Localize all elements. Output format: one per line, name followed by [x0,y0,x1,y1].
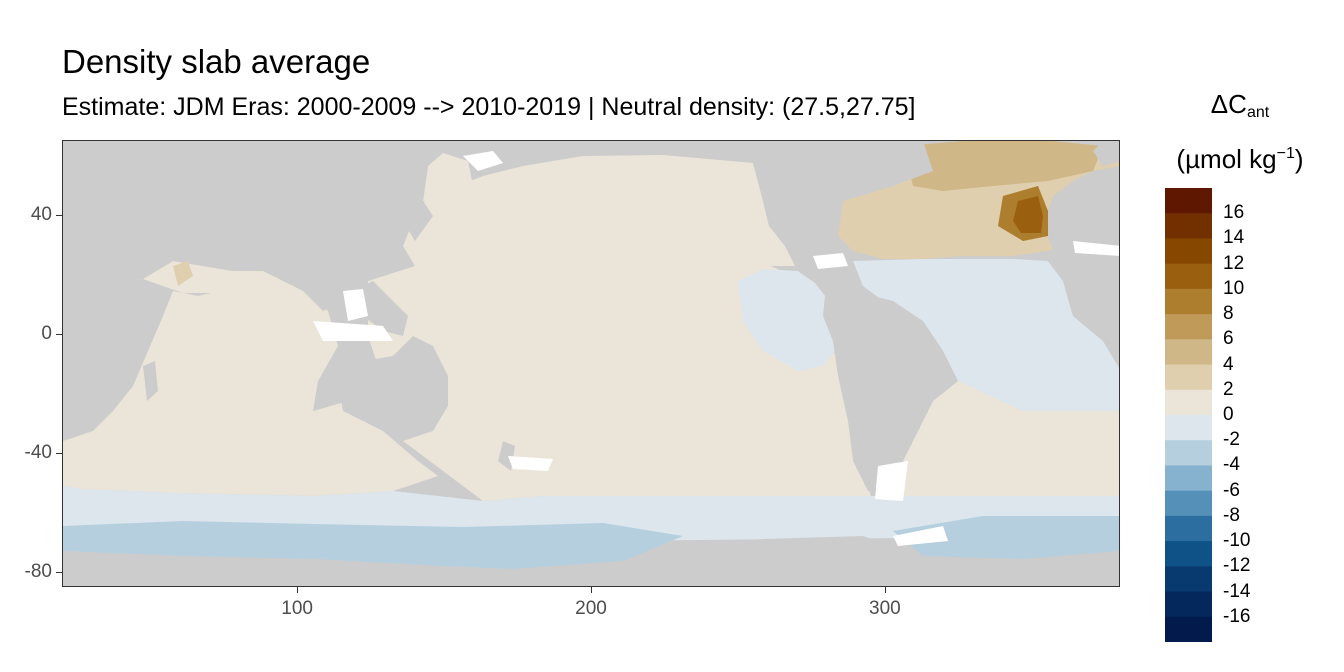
plot-title: Density slab average [62,43,371,80]
eastern-tropical-pacific [738,269,843,371]
colorbar-swatch [1165,440,1212,466]
colorbar-swatch [1165,238,1212,265]
colorbar-label: 6 [1223,328,1234,350]
colorbar-label: 2 [1223,378,1234,400]
colorbar-swatch [1165,465,1212,492]
legend-unit-exponent: −1 [1276,145,1295,162]
no-data-drake [875,461,908,501]
no-data-indonesia [313,321,393,341]
colorbar-label: -8 [1223,504,1240,526]
colorbar-swatch [1165,541,1212,567]
colorbar-swatch [1165,188,1212,214]
colorbar-swatch [1165,314,1212,340]
antarctic-margin-west [63,521,683,569]
colorbar-swatch [1165,389,1212,416]
colorbar-label: 16 [1223,202,1245,224]
north-pacific [403,155,795,266]
colorbar-label: -10 [1223,530,1251,552]
africa-west [1048,261,1119,368]
south-atlantic [883,381,1119,496]
colorbar-label: 8 [1223,303,1234,325]
japan [403,201,433,241]
y-tick-mark [56,572,62,573]
y-tick-mark [56,453,62,454]
y-tick-mark [56,334,62,335]
legend-unit-suffix: ) [1294,144,1304,174]
antarctic-margin-east [893,516,1119,559]
subpolar-north-atlantic [903,141,1103,191]
colorbar-label: -14 [1223,580,1251,602]
arabian-sea-patch [173,261,193,286]
no-data-caribbean [813,253,848,269]
y-tick-label: 40 [30,203,52,225]
colorbar-label: 4 [1223,353,1234,375]
colorbar [1165,188,1212,642]
colorbar-label: -12 [1223,555,1251,577]
colorbar-label: -6 [1223,479,1240,501]
x-tick-label: 200 [575,598,607,619]
greenland [1093,141,1119,166]
ocean-map [63,141,1119,586]
no-data-mediterranean [1073,241,1119,256]
colorbar-label: -2 [1223,429,1240,451]
no-data-south-china-sea [343,289,368,321]
iberian-core [1013,196,1043,233]
x-tick-mark [297,587,298,593]
southeast-asia [353,281,408,336]
colorbar-swatch [1165,213,1212,239]
y-tick-label: -40 [24,441,52,463]
no-data-arctic [463,151,503,171]
y-tick-label: -80 [24,561,52,583]
okhotsk-sea [423,153,473,201]
colorbar-label: 14 [1223,227,1245,249]
africa [63,141,173,441]
colorbar-swatch [1165,566,1212,593]
colorbar-label: 12 [1223,252,1245,274]
legend-title-subscript: ant [1246,104,1270,121]
new-zealand [498,441,515,471]
colorbar-swatch [1165,288,1212,315]
no-data-weddell [893,526,948,546]
colorbar-swatch [1165,490,1212,517]
madagascar [143,361,158,401]
indian-ocean [63,279,438,496]
legend-title: ΔCant (µmol kg−1) [1160,86,1320,174]
x-tick-label: 100 [281,598,313,619]
colorbar-swatch [1165,339,1212,366]
x-tick-mark [885,587,886,593]
north-america [663,141,933,283]
australia [338,336,448,441]
colorbar-label: -16 [1223,605,1251,627]
tropical-atlantic [853,259,1119,411]
y-tick-label: 0 [41,322,52,344]
antarctica [63,536,1119,586]
legend-title-symbol: ΔC [1210,89,1247,119]
map-panel [62,140,1120,587]
no-data-nz-plateau [508,456,553,471]
legend-unit-prefix: (µmol kg [1176,144,1277,174]
x-tick-mark [591,587,592,593]
colorbar-label: 10 [1223,277,1245,299]
colorbar-label: 0 [1223,404,1234,425]
x-tick-label: 300 [869,598,901,619]
asia [63,141,428,311]
colorbar-swatch [1165,263,1212,290]
y-tick-mark [56,215,62,216]
colorbar-swatch [1165,591,1212,618]
colorbar-swatch [1165,616,1212,642]
plot-subtitle: Estimate: JDM Eras: 2000-2009 --> 2010-2… [62,93,916,121]
south-pacific [368,266,871,501]
colorbar-label: -4 [1223,454,1240,476]
colorbar-swatch [1165,415,1212,441]
south-america [823,291,958,496]
colorbar-swatch [1165,364,1212,391]
colorbar-swatch [1165,515,1212,542]
